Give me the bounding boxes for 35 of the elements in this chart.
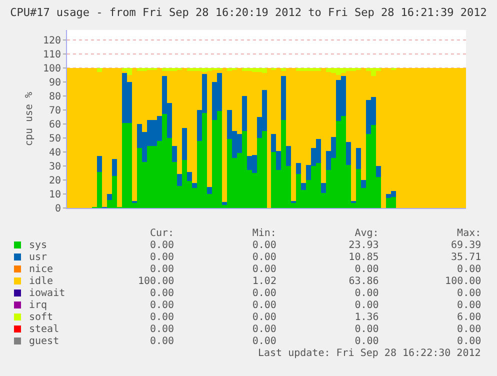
legend-label: usr xyxy=(29,252,48,263)
text: Last update: Fri Sep 28 16:22:30 2012 xyxy=(258,348,481,359)
legend-label: irq xyxy=(29,300,48,311)
legend-label: idle xyxy=(29,276,54,287)
y-tick-label: 70 xyxy=(48,105,61,116)
text: 100.00 1.02 63.86 100.00 xyxy=(138,276,482,287)
y-tick-label: 110 xyxy=(42,49,61,60)
legend-label: soft xyxy=(29,312,54,323)
y-tick-label: 90 xyxy=(48,77,61,88)
legend-label: guest xyxy=(29,336,60,347)
y-tick-label: 60 xyxy=(48,119,61,130)
legend-label: nice xyxy=(29,264,54,275)
text: 0.00 0.00 0.00 0.00 xyxy=(150,324,482,335)
legend-label: iowait xyxy=(29,288,66,299)
y-tick-label: 100 xyxy=(42,63,61,74)
text: 0.00 0.00 0.00 0.00 xyxy=(150,336,482,347)
legend-label: steal xyxy=(29,324,60,335)
text: 0.00 0.00 0.00 0.00 xyxy=(150,288,482,299)
y-axis-title: cpu use % xyxy=(24,92,35,146)
y-tick-label: 10 xyxy=(48,189,61,200)
chart-title: CPU#17 usage - from Fri Sep 28 16:20:19 2012 to Fri Sep 28 16:21:39 2012 xyxy=(10,6,487,19)
y-tick-label: 30 xyxy=(48,161,61,172)
y-tick-label: 40 xyxy=(48,147,61,158)
text: 0.00 0.00 1.36 6.00 xyxy=(150,312,482,323)
y-tick-label: 120 xyxy=(42,35,61,46)
legend-label: sys xyxy=(29,240,48,251)
y-tick-label: 20 xyxy=(48,175,61,186)
text: 0.00 0.00 10.85 35.71 xyxy=(150,252,482,263)
text: 0.00 0.00 0.00 0.00 xyxy=(150,264,482,275)
y-tick-label: 50 xyxy=(48,133,61,144)
text: 0.00 0.00 0.00 0.00 xyxy=(150,300,482,311)
text: 0.00 0.00 23.93 69.39 xyxy=(150,240,482,251)
y-tick-label: 0 xyxy=(54,204,61,214)
y-tick-label: 80 xyxy=(48,91,61,102)
text: Cur: Min: Avg: Max: xyxy=(150,228,482,239)
